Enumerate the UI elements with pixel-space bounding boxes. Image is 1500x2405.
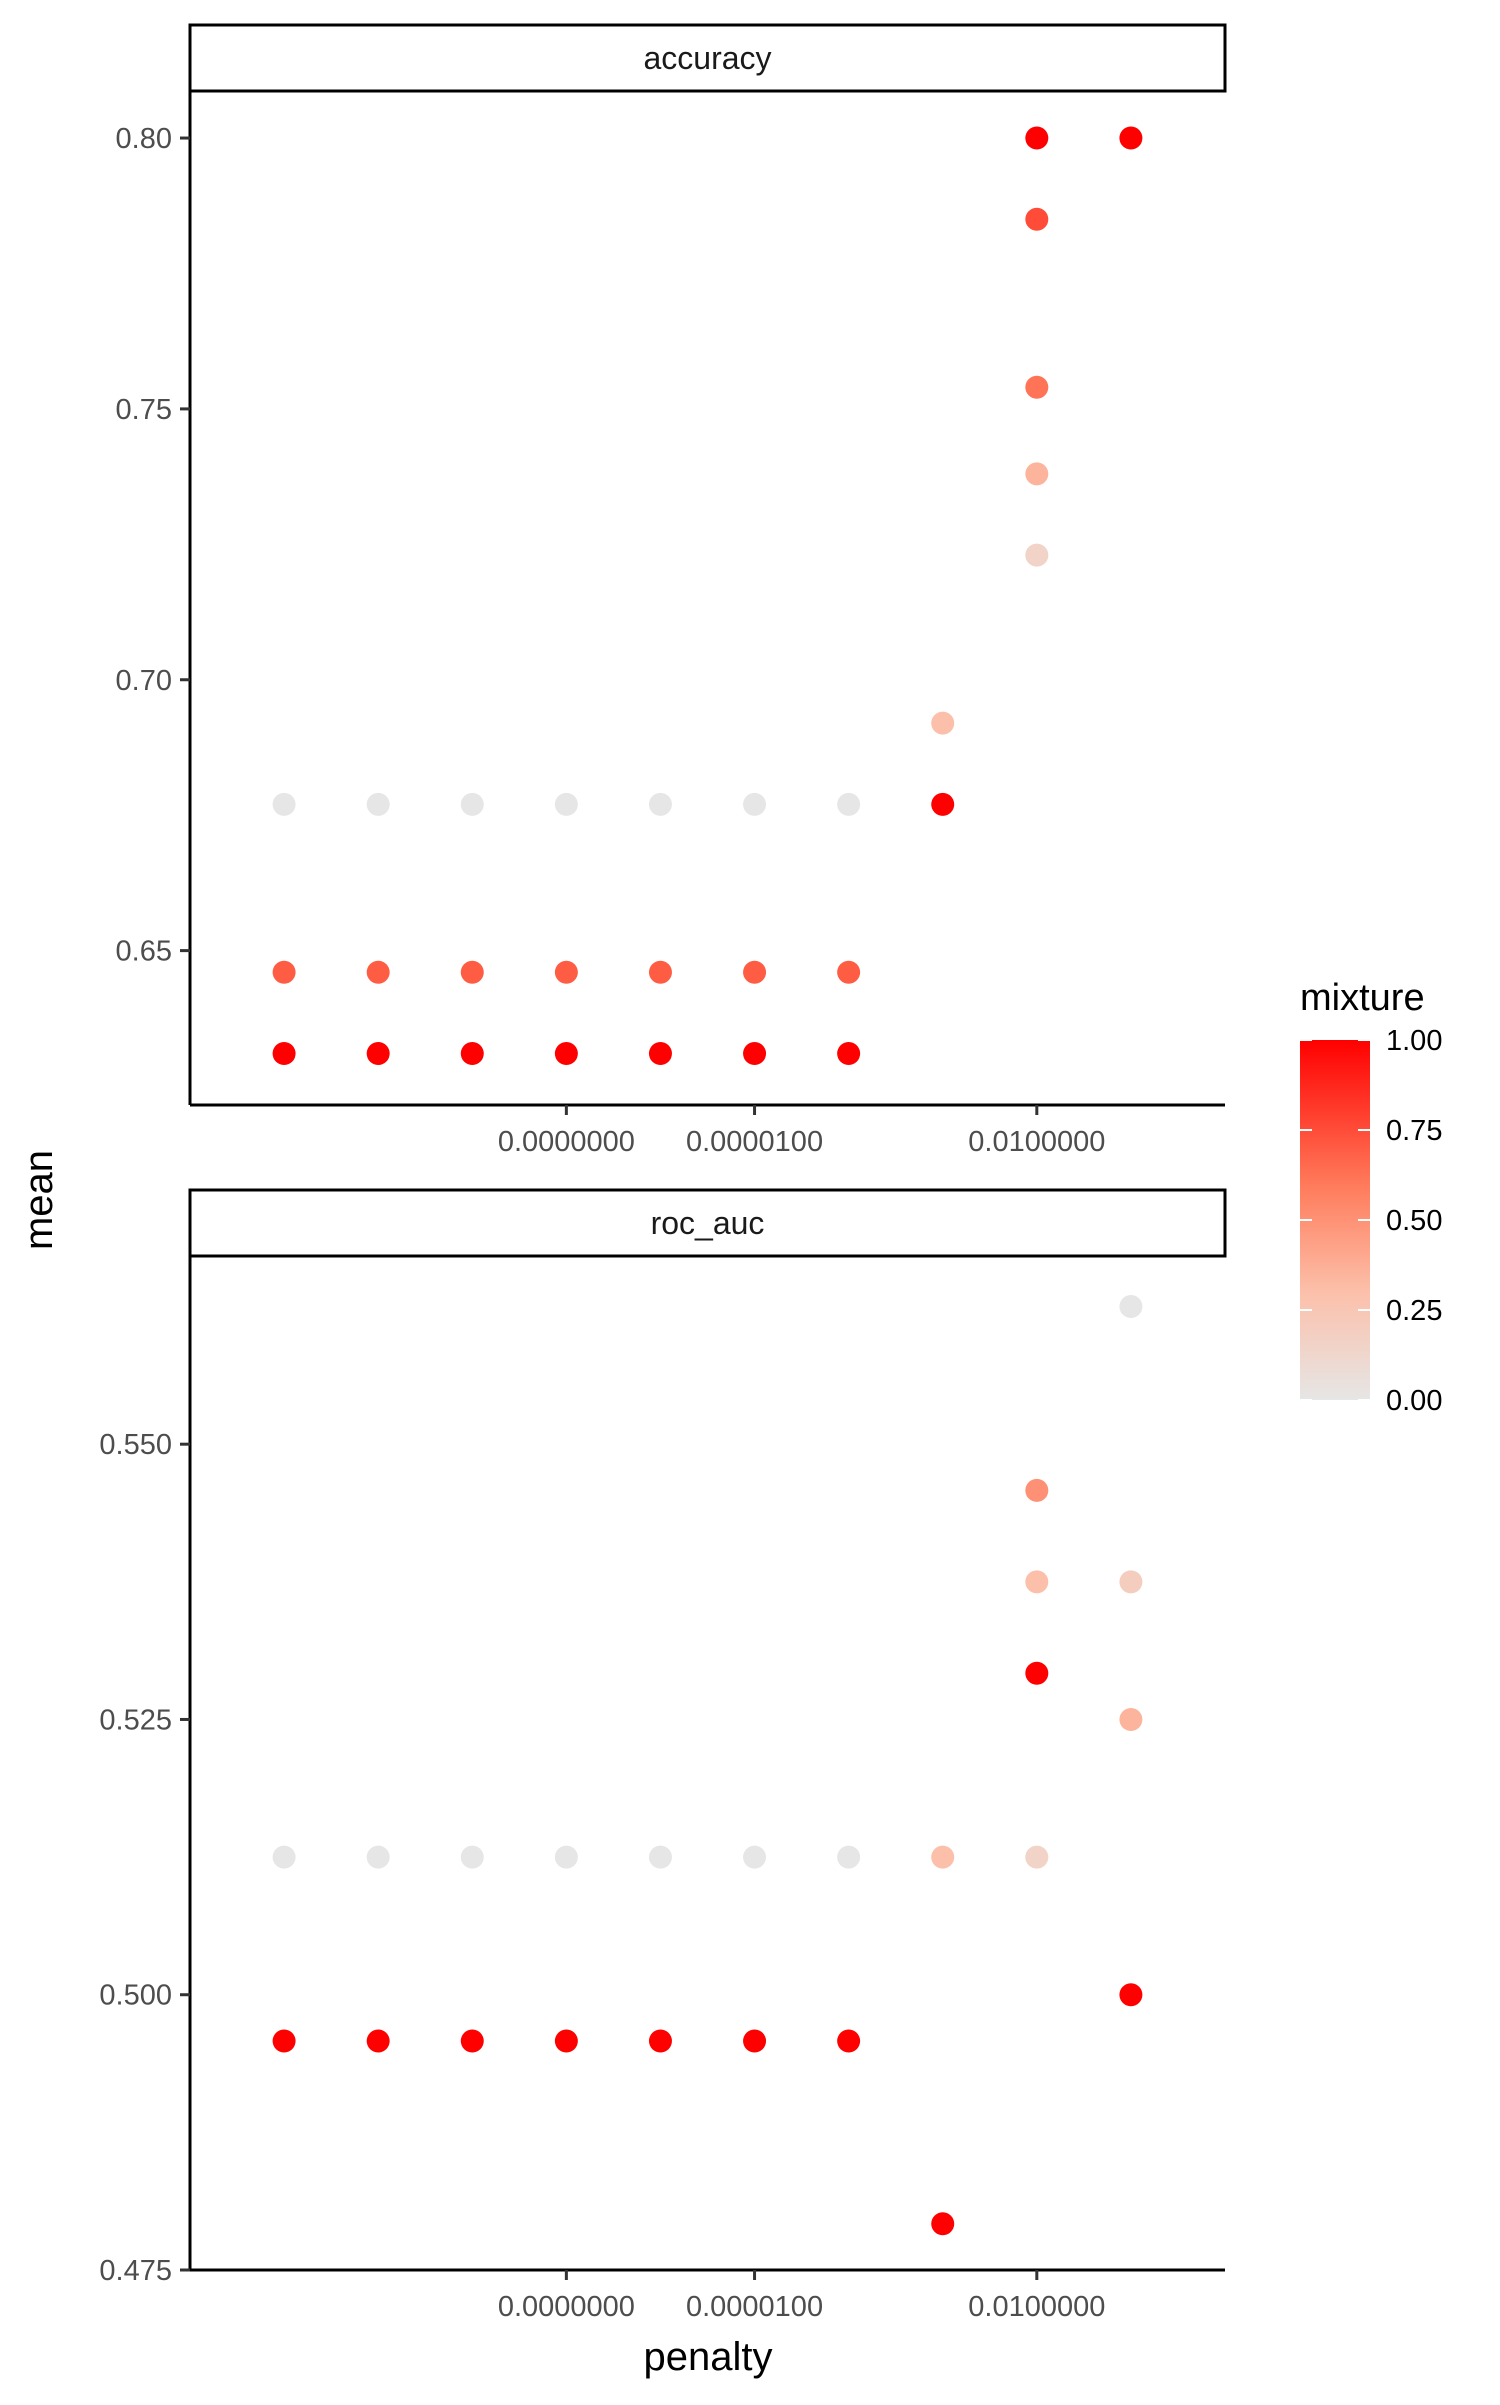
data-point: [1025, 1661, 1049, 1685]
data-point: [1025, 207, 1049, 231]
data-point: [837, 960, 861, 984]
data-point: [837, 1042, 861, 1066]
data-point: [743, 1845, 767, 1869]
data-point: [743, 1042, 767, 1066]
data-point: [743, 792, 767, 816]
y-tick-label: 0.75: [116, 394, 172, 426]
legend-tick-label: 0.25: [1386, 1295, 1442, 1327]
data-point: [1119, 1707, 1143, 1731]
data-point: [272, 1845, 296, 1869]
data-point: [460, 960, 484, 984]
data-point: [366, 960, 390, 984]
data-point: [837, 2029, 861, 2053]
legend-tick-label: 0.00: [1386, 1385, 1442, 1417]
data-point: [648, 1845, 672, 1869]
data-point: [1025, 543, 1049, 567]
data-point: [554, 960, 578, 984]
x-tick-label: 0.0100000: [968, 2291, 1105, 2323]
y-tick-label: 0.500: [99, 1980, 172, 2012]
x-tick-label: 0.0000000: [498, 2291, 635, 2323]
data-point: [366, 1042, 390, 1066]
y-axis-title: mean: [17, 1150, 61, 1250]
facet-strip: [188, 23, 1227, 93]
facet-strip-label: accuracy: [643, 40, 771, 76]
facet-strip-label: roc_auc: [651, 1205, 765, 1241]
data-point: [272, 2029, 296, 2053]
y-tick-label: 0.550: [99, 1429, 172, 1461]
x-tick-label: 0.0000100: [686, 1126, 823, 1158]
data-point: [272, 960, 296, 984]
data-point: [1119, 1295, 1143, 1319]
data-point: [1025, 1845, 1049, 1869]
facet-panel-roc_auc: roc_auc 0.475 0.500 0.525 0.550 0.0000000 0.00…: [99, 1188, 1227, 2323]
facet-strip: [188, 1188, 1227, 1258]
data-point: [648, 960, 672, 984]
y-tick-label: 0.65: [116, 936, 172, 968]
data-point: [1119, 126, 1143, 150]
y-tick-label: 0.80: [116, 123, 172, 155]
data-point: [460, 2029, 484, 2053]
x-tick-label: 0.0000000: [498, 1126, 635, 1158]
color-legend: mixture 1.00 0.75 0.50 0.25 0.00: [1300, 977, 1442, 1417]
x-axis-title: penalty: [644, 2335, 773, 2379]
y-tick-label: 0.475: [99, 2255, 172, 2287]
data-point: [554, 1042, 578, 1066]
data-point: [743, 2029, 767, 2053]
facets-layer: accuracy 0.65 0.70 0.75 0.80 0.0000000 0.00001…: [99, 23, 1227, 2323]
legend-tick-label: 0.75: [1386, 1115, 1442, 1147]
data-point: [272, 792, 296, 816]
data-point: [931, 792, 955, 816]
data-point: [1025, 1570, 1049, 1594]
legend-title: mixture: [1300, 977, 1425, 1019]
data-point: [366, 1845, 390, 1869]
data-point: [931, 711, 955, 735]
data-point: [648, 2029, 672, 2053]
data-point: [272, 1042, 296, 1066]
data-point: [837, 792, 861, 816]
data-point: [648, 792, 672, 816]
data-point: [931, 2212, 955, 2236]
data-point: [931, 1845, 955, 1869]
data-point: [460, 1042, 484, 1066]
data-point: [1119, 1570, 1143, 1594]
data-point: [554, 792, 578, 816]
data-point: [460, 792, 484, 816]
y-tick-label: 0.525: [99, 1704, 172, 1736]
data-point: [554, 1845, 578, 1869]
facet-panel-accuracy: accuracy 0.65 0.70 0.75 0.80 0.0000000 0.00001…: [116, 23, 1227, 1158]
data-point: [1025, 375, 1049, 399]
data-point: [1025, 462, 1049, 486]
x-tick-label: 0.0100000: [968, 1126, 1105, 1158]
data-point: [743, 960, 767, 984]
data-point: [554, 2029, 578, 2053]
y-tick-label: 0.70: [116, 665, 172, 697]
data-point: [1025, 1478, 1049, 1502]
data-point: [366, 792, 390, 816]
data-point: [460, 1845, 484, 1869]
data-point: [648, 1042, 672, 1066]
data-point: [1119, 1983, 1143, 2007]
data-point: [837, 1845, 861, 1869]
legend-tick-label: 0.50: [1386, 1205, 1442, 1237]
legend-ticks: 1.00 0.75 0.50 0.25 0.00: [1300, 1025, 1442, 1417]
data-point: [366, 2029, 390, 2053]
data-point: [1025, 126, 1049, 150]
legend-tick-label: 1.00: [1386, 1025, 1442, 1057]
x-tick-label: 0.0000100: [686, 2291, 823, 2323]
